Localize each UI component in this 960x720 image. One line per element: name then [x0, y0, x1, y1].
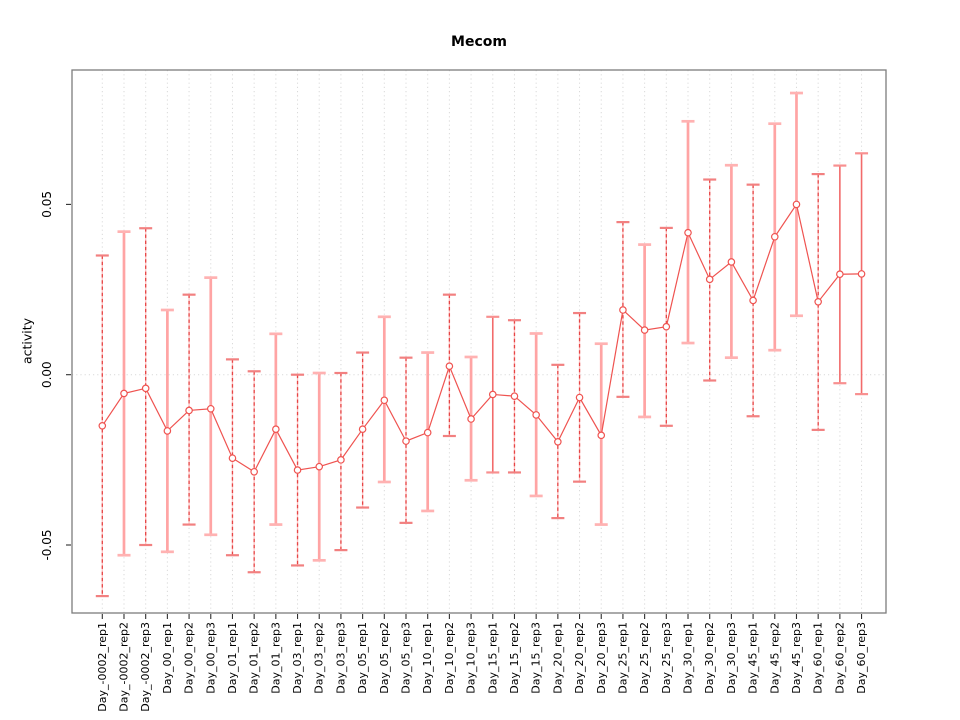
median-point — [597, 431, 606, 440]
x-tick-label: Day_05_rep3 — [400, 622, 413, 694]
x-tick-label: Day_10_rep2 — [443, 622, 456, 694]
median-point — [358, 425, 367, 433]
median-point — [402, 437, 410, 445]
median-point — [836, 270, 844, 279]
x-tick-label: Day_30_rep3 — [725, 622, 738, 694]
median-point — [293, 466, 302, 474]
x-tick-label: Day_00_rep1 — [161, 622, 174, 694]
median-point — [532, 411, 540, 419]
x-tick-label: Day_01_rep1 — [226, 622, 239, 694]
median-point — [814, 298, 822, 306]
median-point — [272, 425, 280, 433]
median-point — [337, 456, 345, 464]
median-point — [684, 228, 692, 237]
median-point — [575, 393, 584, 402]
chart-title: Mecom — [451, 34, 507, 50]
x-tick-label: Day_10_rep1 — [421, 622, 434, 694]
x-tick-label: Day_05_rep2 — [378, 622, 391, 694]
y-tick-label: 0.00 — [40, 361, 54, 388]
median-point — [141, 384, 150, 393]
median-point — [185, 406, 193, 415]
y-tick-label: -0.05 — [40, 529, 54, 560]
median-point — [705, 275, 714, 284]
median-point — [662, 322, 671, 331]
median-point — [554, 437, 562, 446]
x-tick-label: Day_00_rep3 — [204, 622, 217, 694]
x-tick-label: Day_-0002_rep2 — [118, 622, 131, 712]
x-tick-label: Day_25_rep2 — [638, 622, 651, 694]
x-tick-label: Day_60_rep2 — [833, 622, 846, 694]
x-tick-label: Day_25_rep3 — [660, 622, 673, 694]
median-point — [727, 258, 736, 266]
median-point — [228, 454, 237, 462]
plot-frame — [71, 69, 887, 614]
median-point — [445, 362, 454, 370]
x-tick-label: Day_03_rep1 — [291, 622, 304, 694]
x-tick-label: Day_20_rep3 — [595, 622, 608, 694]
x-tick-label: Day_-0002_rep1 — [96, 622, 109, 712]
x-tick-label: Day_03_rep3 — [334, 622, 347, 694]
x-tick-label: Day_00_rep2 — [183, 622, 196, 694]
x-tick-label: Day_60_rep3 — [855, 622, 868, 694]
x-tick-label: Day_45_rep2 — [768, 622, 781, 694]
x-tick-label: Day_30_rep2 — [703, 622, 716, 694]
x-tick-label: Day_03_rep2 — [313, 622, 326, 694]
x-tick-label: Day_30_rep1 — [682, 622, 695, 694]
median-point — [467, 415, 475, 423]
x-tick-label: Day_10_rep3 — [465, 622, 478, 694]
median-point — [423, 428, 432, 437]
median-point — [488, 390, 497, 399]
x-tick-label: Day_20_rep2 — [573, 622, 586, 694]
x-tick-label: Day_15_rep1 — [486, 622, 499, 694]
median-point — [206, 404, 215, 413]
median-point — [640, 326, 649, 334]
y-tick-label: 0.05 — [40, 191, 54, 218]
x-tick-label: Day_-0002_rep3 — [139, 622, 152, 712]
median-point — [857, 270, 866, 278]
x-tick-label: Day_60_rep1 — [812, 622, 825, 694]
median-point — [749, 296, 757, 305]
x-tick-label: Day_05_rep1 — [356, 622, 369, 694]
median-line — [101, 202, 862, 473]
x-tick-label: Day_15_rep3 — [530, 622, 543, 694]
median-point — [770, 232, 779, 241]
median-point — [163, 427, 172, 435]
median-point — [510, 392, 519, 400]
median-point — [792, 200, 801, 209]
x-tick-label: Day_15_rep2 — [508, 622, 521, 694]
median-point — [250, 467, 258, 476]
x-tick-label: Day_01_rep3 — [269, 622, 282, 694]
x-tick-label: Day_01_rep2 — [248, 622, 261, 694]
median-point — [98, 421, 107, 430]
x-tick-label: Day_45_rep3 — [790, 622, 803, 694]
x-tick-label: Day_20_rep1 — [551, 622, 564, 694]
median-point — [315, 462, 324, 471]
x-tick-label: Day_25_rep1 — [616, 622, 629, 694]
median-point — [619, 306, 627, 314]
median-point — [120, 389, 128, 398]
median-point — [380, 396, 389, 405]
x-tick-label: Day_45_rep1 — [747, 622, 760, 694]
